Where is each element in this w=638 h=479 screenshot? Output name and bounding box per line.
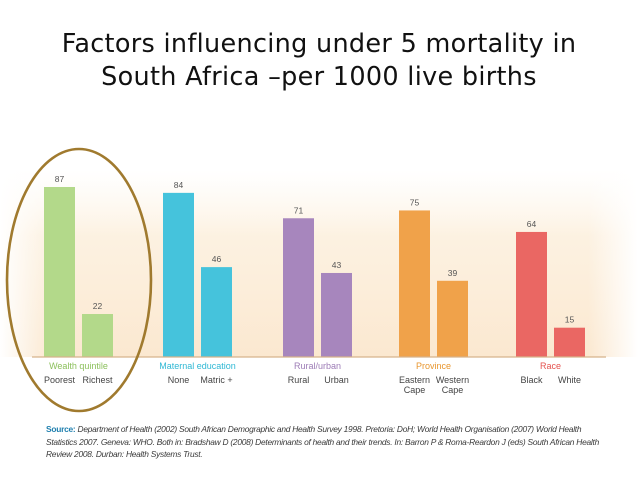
category-label-race-2: White: [558, 375, 581, 385]
category-label-province-2: Western Cape: [436, 375, 469, 395]
value-label-race-1: 64: [527, 219, 537, 229]
chart-fade-right: [588, 170, 638, 357]
value-label-rural-urban-1: 71: [294, 205, 304, 215]
category-label-wealth-quintile-1: Poorest: [44, 375, 76, 385]
slide-title: Factors influencing under 5 mortality in…: [0, 28, 638, 94]
bar-race-1: [516, 231, 547, 357]
title-line-1: Factors influencing under 5 mortality in: [61, 29, 577, 59]
wealth-quintile-highlight-ellipse: [5, 147, 153, 413]
bar-rural-urban-1: [283, 218, 314, 357]
group-label-maternal-education: Maternal education: [159, 361, 236, 371]
title-line-2: South Africa –per 1000 live births: [101, 62, 537, 92]
bar-wealth-quintile-1: [44, 187, 75, 357]
category-label-rural-urban-1: Rural: [288, 375, 310, 385]
bar-wealth-quintile-2: [82, 314, 113, 357]
bar-province-1: [399, 210, 430, 357]
category-label-rural-urban-2: Urban: [324, 375, 349, 385]
value-label-maternal-education-1: 84: [174, 180, 184, 190]
group-label-province: Province: [416, 361, 451, 371]
value-label-province-1: 75: [410, 197, 420, 207]
category-label-maternal-education-1: None: [168, 375, 190, 385]
value-label-race-2: 15: [565, 315, 575, 325]
bar-rural-urban-2: [321, 272, 352, 357]
category-label-maternal-education-2: Matric +: [200, 375, 232, 385]
bar-race-2: [554, 327, 585, 357]
bar-maternal-education-2: [201, 267, 232, 357]
source-citation: Source: Department of Health (2002) Sout…: [46, 423, 606, 461]
value-label-wealth-quintile-2: 22: [93, 301, 103, 311]
value-label-rural-urban-2: 43: [332, 260, 342, 270]
category-label-wealth-quintile-2: Richest: [82, 375, 113, 385]
category-label-province-1: Eastern Cape: [399, 375, 430, 395]
group-label-rural-urban: Rural/urban: [294, 361, 341, 371]
source-text: Department of Health (2002) South Africa…: [46, 424, 599, 459]
value-label-wealth-quintile-1: 87: [55, 174, 65, 184]
group-label-race: Race: [540, 361, 561, 371]
bar-province-2: [437, 280, 468, 357]
value-label-province-2: 39: [448, 268, 458, 278]
category-label-race-1: Black: [520, 375, 543, 385]
value-label-maternal-education-2: 46: [212, 254, 222, 264]
source-label: Source:: [46, 424, 76, 434]
bar-maternal-education-1: [163, 192, 194, 357]
group-label-wealth-quintile: Wealth quintile: [49, 361, 108, 371]
mortality-bar-chart: 87 Poorest 22 Richest Wealth quintile 84 None 4…: [0, 147, 638, 413]
